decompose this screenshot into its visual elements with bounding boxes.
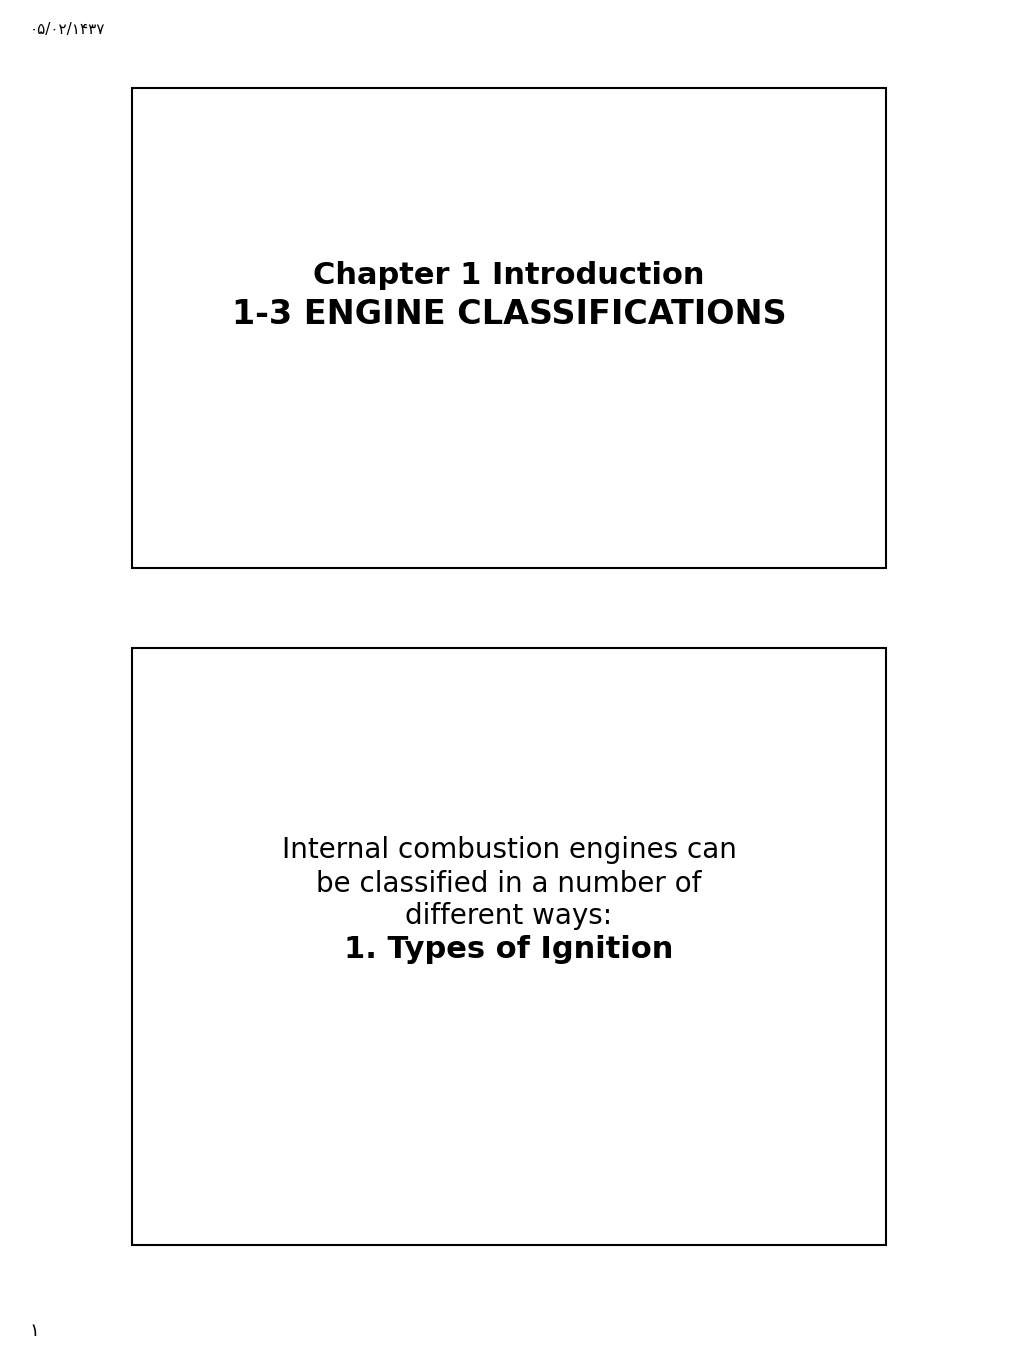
Bar [131,88,886,568]
Text: Internal combustion engines can: Internal combustion engines can [281,836,736,865]
Text: ۰۵/۰۲/۱۴۳۷: ۰۵/۰۲/۱۴۳۷ [30,22,105,37]
Text: different ways:: different ways: [405,903,612,930]
Text: 1-3 ENGINE CLASSIFICATIONS: 1-3 ENGINE CLASSIFICATIONS [231,298,786,332]
Text: ۱: ۱ [30,1322,40,1340]
Bar [131,647,886,1244]
Text: be classified in a number of: be classified in a number of [316,869,701,898]
Text: Chapter 1 Introduction: Chapter 1 Introduction [313,261,704,290]
Text: 1. Types of Ignition: 1. Types of Ignition [344,936,673,964]
